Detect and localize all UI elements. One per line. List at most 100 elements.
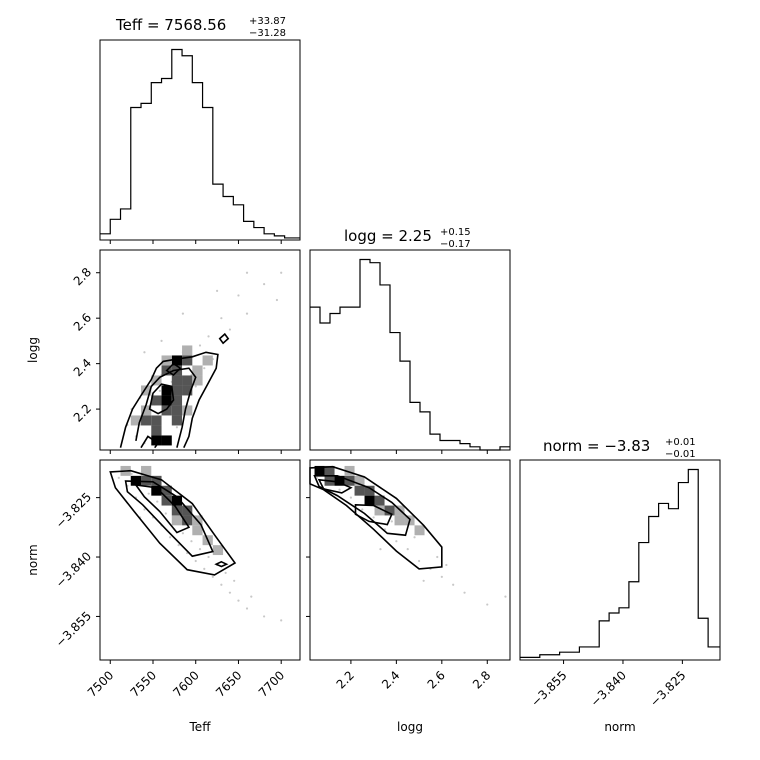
sample-point xyxy=(207,555,210,559)
sample-point xyxy=(194,559,197,563)
contour-line xyxy=(148,383,175,415)
sample-point xyxy=(211,575,214,578)
xlabel-norm: norm xyxy=(604,720,635,734)
title-teff-lower: −31.28 xyxy=(249,28,286,39)
title-logg-upper: +0.15 xyxy=(440,227,471,238)
histogram-logg xyxy=(310,258,510,451)
hist-norm-frame xyxy=(519,459,721,661)
title-teff-text: Teff = xyxy=(115,16,164,34)
sample-point xyxy=(379,548,382,551)
panel-teff-logg-frame xyxy=(99,249,301,451)
density-cell xyxy=(384,505,395,516)
sample-point xyxy=(181,532,185,535)
sample-point xyxy=(275,298,279,302)
sample-point xyxy=(237,599,240,602)
density-cell xyxy=(344,465,355,476)
sample-point xyxy=(280,619,283,622)
sample-point xyxy=(245,312,249,315)
contour-line xyxy=(354,503,393,526)
density-cell xyxy=(182,385,193,396)
sample-point xyxy=(164,512,167,515)
sample-point xyxy=(190,540,193,543)
sample-point xyxy=(440,575,443,578)
title-norm-text: norm = xyxy=(543,437,604,455)
sample-point xyxy=(203,567,206,571)
density-cell xyxy=(161,395,172,406)
sample-point xyxy=(280,271,283,274)
sample-point xyxy=(175,426,179,429)
title-norm-median: −3.83 xyxy=(604,437,650,455)
density-cell xyxy=(151,485,162,496)
sample-point xyxy=(463,591,466,594)
contour-line xyxy=(214,560,229,568)
sample-point xyxy=(207,335,210,338)
hist-logg-frame xyxy=(309,249,511,451)
sample-point xyxy=(117,476,120,479)
sample-point xyxy=(436,555,439,559)
title-logg-lower: −0.17 xyxy=(440,239,471,250)
sample-point xyxy=(361,508,364,511)
density-cell xyxy=(364,495,375,506)
contour-line xyxy=(218,332,230,345)
sample-point xyxy=(245,271,249,274)
title-logg-text: logg = xyxy=(344,227,399,245)
sample-point xyxy=(220,583,223,586)
sample-point xyxy=(349,496,353,499)
sample-point xyxy=(158,389,161,393)
panel-logg-norm-frame xyxy=(309,459,511,661)
density-cell xyxy=(151,435,162,446)
density-cell xyxy=(182,405,193,416)
panel-teff-norm-frame xyxy=(99,459,301,661)
density-cell xyxy=(151,425,162,436)
sample-point xyxy=(181,312,185,315)
sample-point xyxy=(168,536,172,539)
density-cell xyxy=(334,475,345,486)
title-teff-median: 7568.56 xyxy=(164,16,226,34)
density-cell xyxy=(141,415,152,426)
sample-point xyxy=(417,559,421,563)
density-cell xyxy=(161,495,172,506)
density-cell xyxy=(192,365,203,376)
sample-point xyxy=(372,516,375,519)
density-cell xyxy=(324,465,335,476)
density-cell xyxy=(161,385,172,396)
sample-point xyxy=(130,472,133,475)
sample-point xyxy=(228,591,232,594)
sample-point xyxy=(263,615,266,618)
panel-teff-logg xyxy=(119,271,283,449)
sample-point xyxy=(413,536,416,539)
xlabel-teff: Teff xyxy=(189,720,212,734)
density-cell xyxy=(141,385,152,396)
sample-point xyxy=(395,540,398,543)
density-cell xyxy=(182,345,193,356)
density-cell xyxy=(314,465,325,476)
density-cell xyxy=(151,415,162,426)
density-cell xyxy=(182,515,193,526)
contour-line xyxy=(165,362,182,377)
density-cell xyxy=(161,405,172,416)
sample-point xyxy=(452,583,455,586)
title-teff-upper: +33.87 xyxy=(249,16,286,27)
sample-point xyxy=(406,548,409,551)
sample-point xyxy=(194,385,197,388)
xlabel-logg: logg xyxy=(397,720,423,734)
density-cell xyxy=(171,375,183,386)
density-cell xyxy=(394,515,405,526)
density-cell xyxy=(212,545,224,556)
title-norm-lower: −0.01 xyxy=(665,449,696,460)
contour-line xyxy=(313,475,411,537)
density-cell xyxy=(182,375,193,386)
density-cell xyxy=(182,505,193,516)
sample-point xyxy=(203,367,206,370)
sample-point xyxy=(233,579,236,582)
density-cell xyxy=(171,385,183,396)
contour-line xyxy=(109,469,237,576)
density-cell xyxy=(182,355,193,366)
ylabel-norm: norm xyxy=(26,544,40,575)
contour-line xyxy=(119,351,219,449)
ylabel-logg: logg xyxy=(26,337,40,363)
sample-point xyxy=(422,579,425,582)
density-cell xyxy=(171,415,183,426)
